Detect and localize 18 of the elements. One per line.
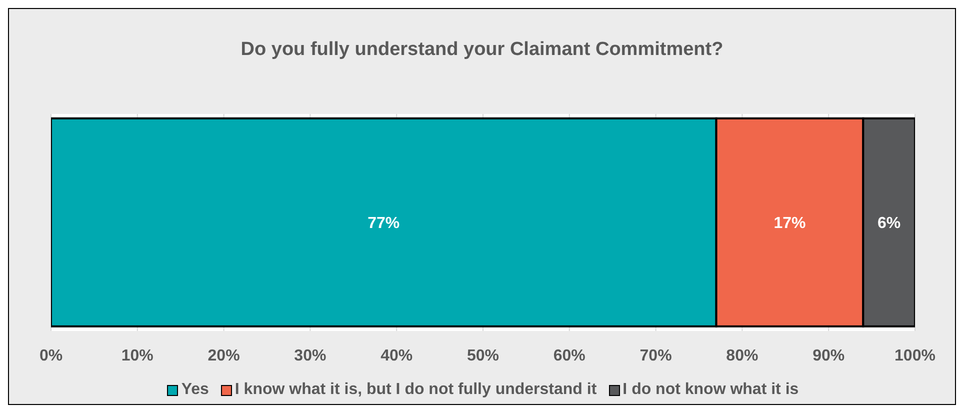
- x-tick-label: 0%: [39, 347, 63, 364]
- data-label: 77%: [368, 215, 400, 232]
- x-tick-label: 30%: [294, 347, 326, 364]
- x-tick-label: 90%: [812, 347, 845, 364]
- x-tick-label: 10%: [121, 347, 154, 364]
- x-tick-label: 70%: [640, 347, 672, 364]
- x-tick-label: 20%: [208, 347, 240, 364]
- x-tick-label: 100%: [894, 347, 936, 364]
- chart-title: Do you fully understand your Claimant Commitment?: [240, 39, 724, 61]
- x-tick-label: 60%: [553, 347, 586, 364]
- x-tick-label: 80%: [726, 347, 758, 364]
- x-tick-label: 40%: [380, 347, 413, 364]
- x-tick-label: 50%: [466, 347, 500, 364]
- legend-label: I know what it is, but I do not fully understand it: [234, 381, 597, 399]
- data-label: 6%: [878, 215, 901, 232]
- data-label: 17%: [774, 215, 806, 232]
- legend-label: I do not know what it is: [622, 381, 799, 399]
- legend-label: Yes: [181, 381, 209, 399]
